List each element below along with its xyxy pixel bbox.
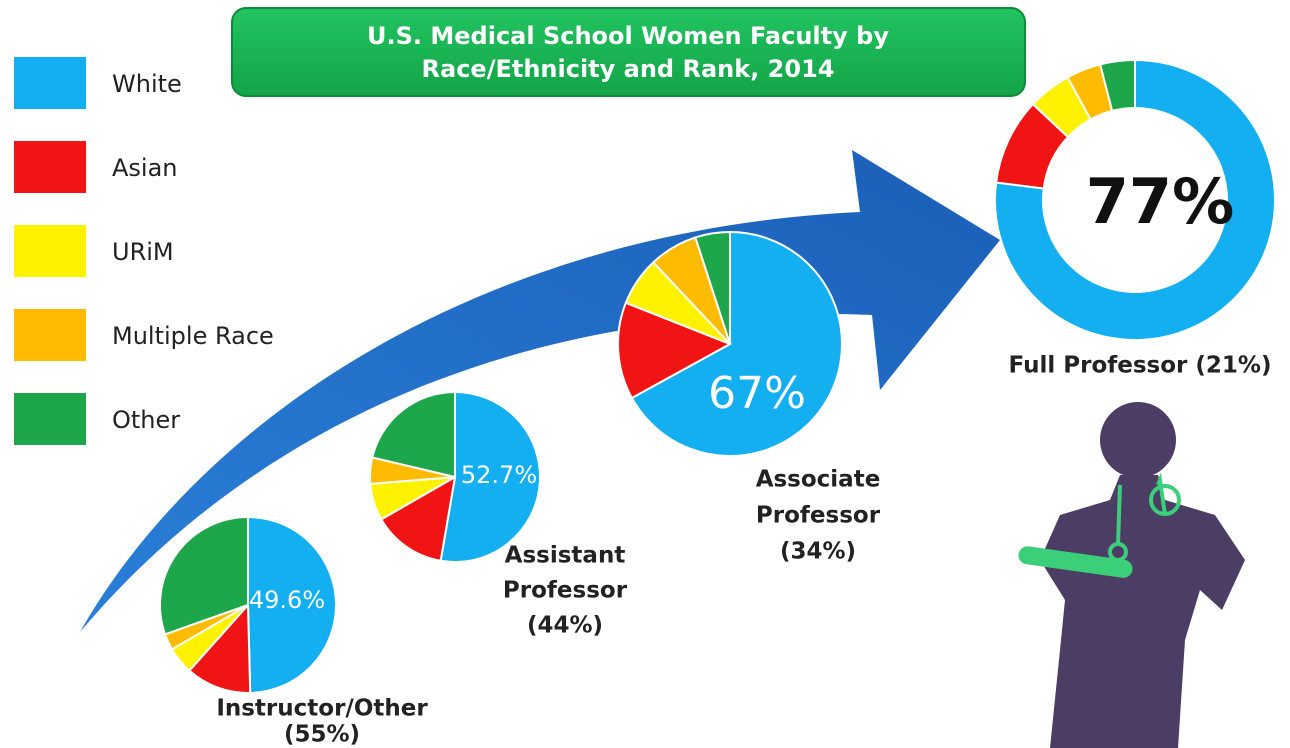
doctor-silhouette <box>1040 402 1245 748</box>
infographic: U.S. Medical School Women Faculty by Rac… <box>0 0 1290 748</box>
title-line: Race/Ethnicity and Rank, 2014 <box>422 55 835 83</box>
rank-label: (44%) <box>527 613 603 639</box>
legend-swatch <box>14 225 86 277</box>
rank-label: Full Professor (21%) <box>1009 353 1272 379</box>
rank-label: Professor <box>756 503 881 529</box>
rank-label: Assistant <box>505 543 626 569</box>
rank-label: Instructor/Other <box>216 696 428 722</box>
legend-label: URiM <box>112 238 174 266</box>
legend-swatch <box>14 141 86 193</box>
value-label: 49.6% <box>249 586 325 614</box>
value-label: 67% <box>708 368 806 419</box>
legend-label: Asian <box>112 154 178 182</box>
legend-swatch <box>14 393 86 445</box>
legend-swatch <box>14 309 86 361</box>
legend-swatch <box>14 57 86 109</box>
rank-label: (34%) <box>780 539 856 565</box>
rank-label: Professor <box>503 578 628 604</box>
legend-label: Multiple Race <box>112 322 274 350</box>
rank-label: (55%) <box>284 722 360 748</box>
value-label: 77% <box>1086 165 1234 238</box>
title-line: U.S. Medical School Women Faculty by <box>367 22 889 50</box>
legend-label: White <box>112 70 182 98</box>
rank-label: Associate <box>756 467 881 493</box>
value-label: 52.7% <box>461 461 537 489</box>
legend-label: Other <box>112 406 180 434</box>
